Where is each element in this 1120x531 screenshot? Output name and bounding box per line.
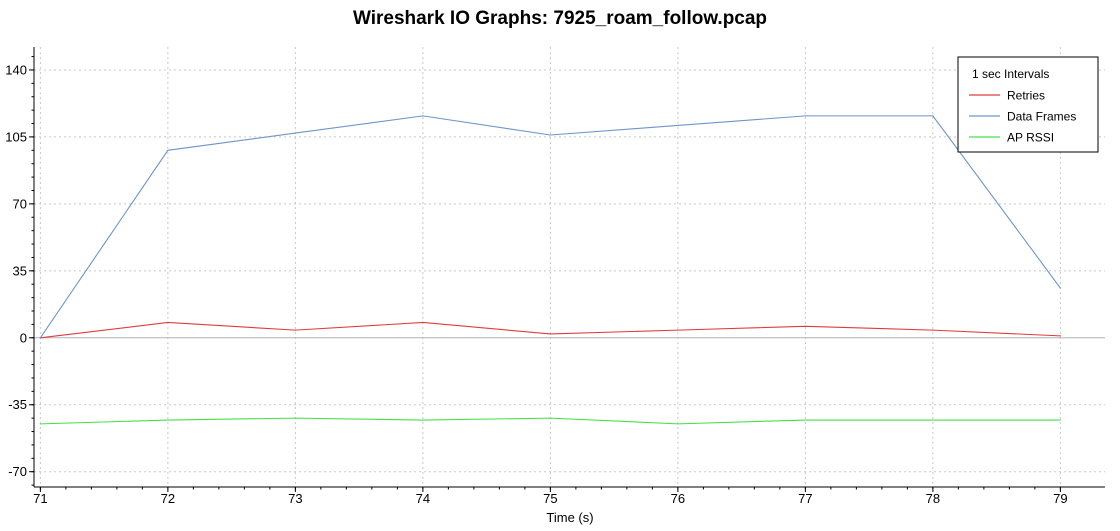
data-point [1059,335,1061,337]
axes-layer: 71 72 73 74 75 76 77 78 79 -70 -35 0 35 70 105 140 [5,47,1105,506]
data-point [39,337,41,339]
data-point [932,329,934,331]
legend-entry-label: Retries [1007,89,1045,103]
data-point [167,149,169,151]
legend-title: 1 sec Intervals [972,67,1049,81]
y-tick-label: 35 [13,263,27,278]
data-point [167,321,169,324]
y-tick-label: 105 [5,129,27,144]
x-axis-label: Time (s) [546,510,593,525]
x-tick-label: 76 [671,491,685,506]
data-point [39,423,41,425]
x-tick-label: 75 [543,491,557,506]
data-point [932,115,934,117]
legend-entry-label: Data Frames [1007,110,1076,124]
x-tick-label: 78 [926,491,940,506]
legend: 1 sec Intervals Retries Data Frames AP RSS… [957,56,1099,153]
data-point [677,423,679,425]
data-point [677,329,679,331]
series-line-retries [40,321,1061,339]
data-point [932,419,934,421]
x-tick-label: 71 [33,491,47,506]
legend-entry-label: AP RSSI [1007,131,1054,145]
y-tick-label: -35 [8,397,27,412]
series-layer [39,115,1061,425]
data-point [422,115,424,117]
x-tick-label: 72 [161,491,175,506]
data-point [167,419,169,421]
data-point [1059,287,1061,289]
x-tick-label: 74 [416,491,430,506]
data-point [1059,419,1061,421]
data-point [549,333,551,335]
legend-box [957,56,1099,153]
y-tick-label: 0 [20,330,27,345]
data-point [422,419,424,421]
data-point [804,115,806,117]
y-tick-label: -70 [8,464,27,479]
data-point [422,321,424,324]
y-tick-label: 140 [5,62,27,77]
data-point [294,417,296,419]
series-line-data-frames [39,115,1061,339]
x-tick-label: 79 [1053,491,1067,506]
grid-layer [34,47,1105,487]
data-point [677,124,679,127]
data-point [549,134,551,136]
x-tick-label: 73 [288,491,302,506]
chart-title: Wireshark IO Graphs: 7925_roam_follow.pc… [353,8,767,29]
data-point [294,132,296,134]
data-point [804,419,806,421]
data-point [294,329,296,331]
data-point [549,417,551,419]
data-point [804,325,806,327]
y-tick-label: 70 [13,196,27,211]
x-tick-label: 77 [798,491,812,506]
